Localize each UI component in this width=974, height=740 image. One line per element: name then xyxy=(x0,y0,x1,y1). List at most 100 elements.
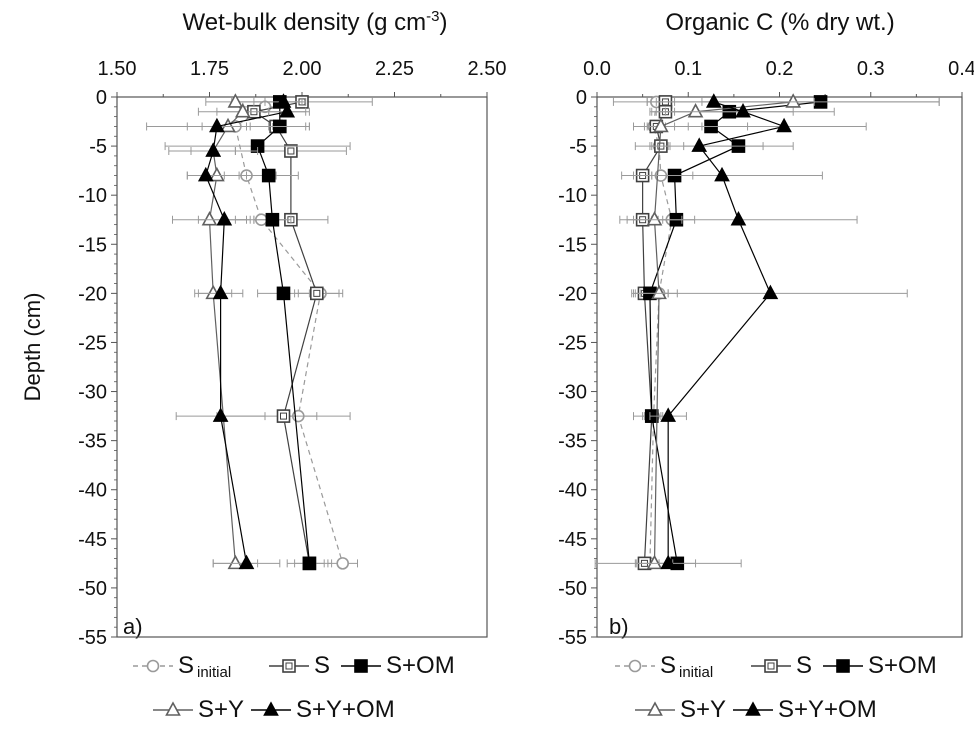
x-tick-label: 1.50 xyxy=(98,58,137,80)
data-point-syom xyxy=(209,117,225,133)
data-point-sy xyxy=(227,93,244,108)
x-tick-label: 0.0 xyxy=(583,58,611,80)
y-tick-label: -10 xyxy=(78,185,107,207)
legend-label-sub: initial xyxy=(197,664,231,681)
legend-item-s: S xyxy=(751,652,812,679)
y-tick-label: -50 xyxy=(558,578,587,600)
legend-item-som: S+OM xyxy=(823,652,937,679)
y-tick-label: -25 xyxy=(78,332,107,354)
y-tick-label: -5 xyxy=(89,136,107,158)
y-tick-label: -20 xyxy=(78,283,107,305)
panel-a-title: Wet-bulk density (g cm-3) xyxy=(183,8,448,36)
data-point-sy xyxy=(653,117,669,133)
y-tick-label: -45 xyxy=(78,529,107,551)
legend-marker xyxy=(836,659,850,673)
y-tick-label: -35 xyxy=(78,431,107,453)
legend-label: S xyxy=(660,652,676,679)
y-tick-label: -10 xyxy=(558,185,587,207)
y-tick-label: -15 xyxy=(78,234,107,256)
legend-item-syom: S+Y+OM xyxy=(251,696,395,723)
data-point-sy xyxy=(651,284,667,300)
data-point-syom xyxy=(279,103,296,118)
data-point-sy xyxy=(209,166,225,182)
legend-label: S+OM xyxy=(868,652,937,679)
legend-marker xyxy=(146,659,160,673)
x-tick-label: 0.1 xyxy=(674,58,702,80)
y-tick-label: -45 xyxy=(558,529,587,551)
legend-item-syom: S+Y+OM xyxy=(733,696,877,723)
data-point-syom xyxy=(205,142,222,157)
plot-frame xyxy=(116,96,488,638)
legend-label: S+Y+OM xyxy=(778,696,877,723)
y-tick-label: -30 xyxy=(558,382,587,404)
data-point-syom xyxy=(776,117,792,133)
y-tick-label: -5 xyxy=(569,136,587,158)
y-tick-label: -30 xyxy=(78,382,107,404)
y-tick-label: -40 xyxy=(78,480,107,502)
data-point-syom xyxy=(660,554,677,570)
data-point-sy xyxy=(201,211,218,226)
data-point-syom xyxy=(212,284,229,300)
legend-marker xyxy=(628,659,642,673)
series-som xyxy=(164,95,351,571)
data-point-som xyxy=(265,212,280,227)
data-point-sy xyxy=(220,117,236,133)
data-point-s xyxy=(284,144,298,158)
data-point-syom xyxy=(216,211,233,226)
data-point-s-inner xyxy=(280,412,287,420)
data-point-syom xyxy=(705,93,722,108)
data-point-syom xyxy=(730,211,747,226)
series-syom xyxy=(175,93,307,570)
legend-label: S+Y xyxy=(680,696,726,723)
legend-marker-inner xyxy=(767,662,775,670)
panel-b-label: b) xyxy=(609,614,629,639)
data-point-s-inner xyxy=(287,147,295,155)
legend-marker xyxy=(764,659,778,673)
data-point-som xyxy=(276,286,291,301)
series-s xyxy=(197,95,373,571)
series-line-sy xyxy=(208,101,244,564)
data-point-sy xyxy=(785,93,802,108)
legend-marker xyxy=(165,701,181,716)
y-tick-label: -55 xyxy=(78,627,107,649)
legend-marker-inner xyxy=(285,662,293,670)
panel-a: Wet-bulk density (g cm-3) Depth (cm) a) xyxy=(20,8,447,639)
y-tick-label: 0 xyxy=(576,87,587,109)
y-tick-label: -40 xyxy=(558,480,587,502)
legend-item-som: S+OM xyxy=(341,652,455,679)
data-point-si xyxy=(336,557,350,570)
legend-label-sub: initial xyxy=(679,664,713,681)
data-point-syom xyxy=(714,166,730,182)
legend-label: S+Y xyxy=(198,696,244,723)
x-tick-label: 0.4 xyxy=(948,58,974,80)
x-tick-label: 0.3 xyxy=(857,58,885,80)
legend-label: S+OM xyxy=(386,652,455,679)
data-point-sy xyxy=(646,554,663,570)
x-tick-label: 2.25 xyxy=(375,58,414,80)
data-point-s xyxy=(276,409,291,423)
y-tick-label: -50 xyxy=(78,578,107,600)
series-syom xyxy=(594,93,908,570)
data-point-syom xyxy=(212,407,229,422)
x-tick-label: 2.00 xyxy=(283,58,322,80)
legend-marker xyxy=(354,659,368,673)
series-som xyxy=(631,95,940,571)
legend-item-s: S xyxy=(269,652,330,679)
panel-b: Organic C (% dry wt.) b) xyxy=(609,9,895,639)
series-line-sy xyxy=(653,101,794,564)
legend-item-sy: S+Y xyxy=(153,696,244,723)
panel-a-label: a) xyxy=(123,614,143,639)
x-tick-label: 2.50 xyxy=(468,58,507,80)
legend-label: S+Y+OM xyxy=(296,696,395,723)
data-point-syom xyxy=(762,284,779,300)
panel-b-plot: 0.0 0.1 0.2 0.3 0.4 0 -5 -10 -15 -20 -25 -30 -35 -40 -… xyxy=(558,58,974,649)
data-point-s-inner xyxy=(313,289,321,297)
legend-label: S xyxy=(314,652,330,679)
data-point-syom xyxy=(197,166,214,182)
legend-marker xyxy=(745,701,761,716)
y-tick-label: -15 xyxy=(558,234,587,256)
